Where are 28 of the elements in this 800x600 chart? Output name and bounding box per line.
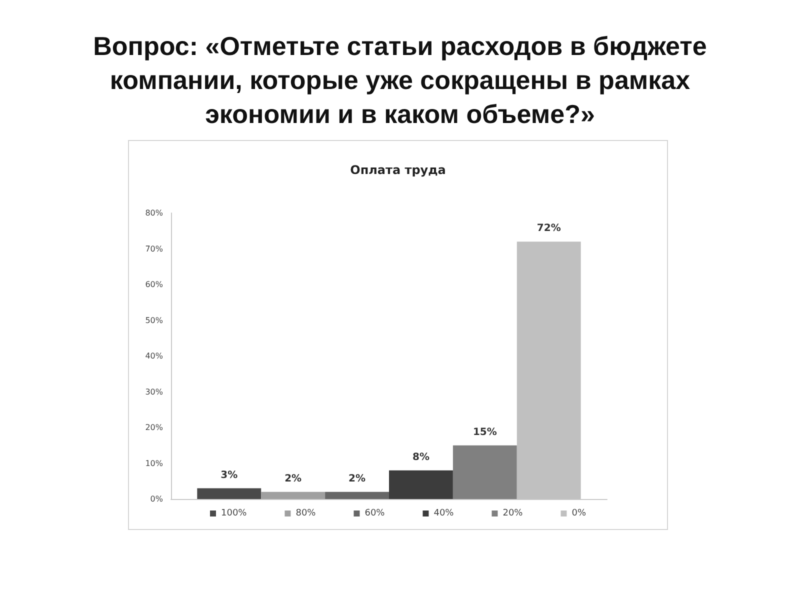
y-tick-label: 80%: [145, 208, 164, 218]
y-tick-label: 60%: [145, 280, 164, 289]
legend-label: 0%: [572, 508, 586, 518]
bar: [197, 488, 262, 499]
y-tick-label: 40%: [145, 352, 164, 360]
data-label: 2%: [284, 473, 302, 484]
y-tick-label: 20%: [145, 423, 164, 432]
data-label: 15%: [472, 426, 497, 438]
y-tick-label: 30%: [145, 387, 164, 396]
bar: [389, 470, 453, 499]
legend-label: 20%: [502, 508, 524, 518]
y-tick-label: 70%: [145, 244, 164, 254]
y-tick-label: 50%: [145, 316, 164, 325]
legend-label: 80%: [296, 508, 316, 518]
legend-label: 100%: [220, 508, 248, 518]
data-label: 2%: [348, 473, 366, 484]
bar: [261, 492, 326, 499]
legend-label: 60%: [364, 508, 386, 518]
data-label: 72%: [536, 223, 561, 234]
chart-subtitle: Оплата труда: [350, 163, 446, 177]
bar: [325, 492, 389, 499]
y-tick-label: 10%: [145, 458, 164, 468]
data-label: 3%: [220, 470, 238, 481]
y-tick-label: 0%: [150, 494, 164, 504]
chart-title: Вопрос: «Отметьте статьи расходов в бюджете компании, которые уже сокращены в рамках экономии и в каком объеме?»: [92, 30, 708, 131]
data-label: 8%: [412, 452, 430, 463]
bar: [452, 445, 517, 499]
legend-label: 40%: [434, 508, 454, 518]
